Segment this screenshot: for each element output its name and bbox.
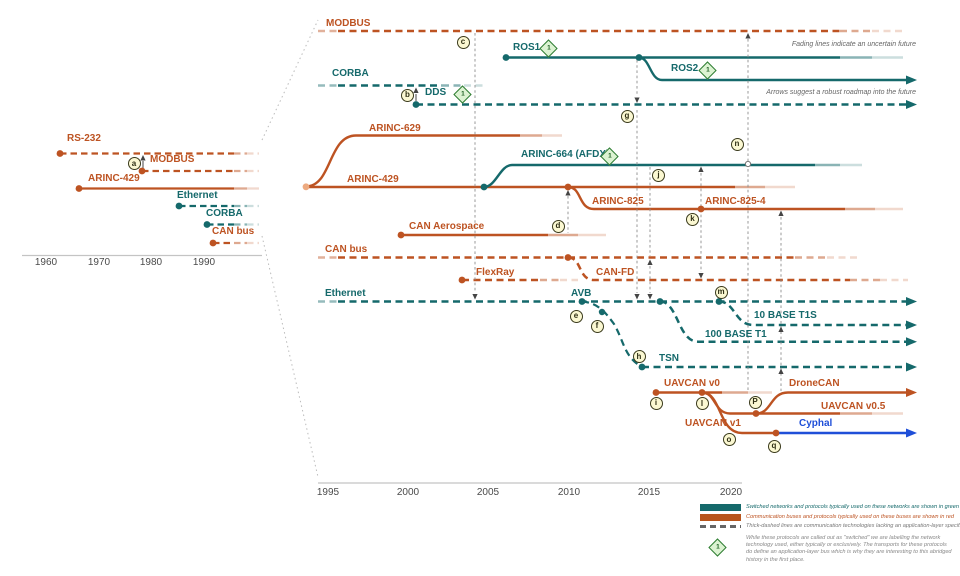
connector-lines [474, 33, 782, 391]
label-modbus: MODBUS [326, 18, 371, 29]
bus-solid-lines [305, 134, 906, 435]
legend-text-red: Communication buses and protocols typica… [746, 514, 955, 520]
left-axis-tick-1990: 1990 [192, 257, 216, 268]
label-arinc825: ARINC-825 [592, 196, 644, 207]
switched-solid-lines [483, 56, 906, 189]
connector-arrowheads [140, 33, 784, 374]
label-ethernet-small: Ethernet [177, 190, 218, 201]
label-corba: CORBA [332, 68, 369, 79]
main-axis-tick-2010: 2010 [557, 487, 581, 498]
label-dds: DDS [425, 87, 447, 98]
label-10base-t1s: 10 BASE T1S [754, 310, 817, 321]
marker-g: g [620, 109, 634, 123]
switched-dashed-lines [318, 84, 906, 369]
marker-h: h [632, 350, 646, 363]
footnote-number: 1 [460, 89, 464, 97]
label-modbus-small: MODBUS [150, 154, 195, 165]
label-canbus-small: CAN bus [212, 226, 255, 237]
marker-l: l [695, 397, 709, 410]
label-uavcan-v05: UAVCAN v0.5 [821, 401, 886, 412]
label-arinc664: ARINC-664 (AFDX) [521, 149, 610, 160]
marker-o: o [722, 433, 736, 446]
marker-p: P [748, 395, 762, 409]
label-ethernet: Ethernet [325, 288, 366, 299]
note-fading-lines: Fading lines indicate an uncertain futur… [791, 41, 916, 48]
left-axis-tick-1970: 1970 [87, 257, 111, 268]
label-tsn: TSN [659, 353, 679, 364]
footnote-number: 1 [715, 543, 720, 551]
marker-d: d [551, 219, 565, 233]
label-dronecan: DroneCAN [789, 378, 840, 389]
label-corba-small: CORBA [206, 208, 243, 219]
open-node-dot [744, 160, 752, 168]
label-cyphal: Cyphal [799, 418, 833, 429]
label-uavcan-v0: UAVCAN v0 [664, 378, 720, 389]
note-roadmap-arrows: Arrows suggest a robust roadmap into the… [766, 89, 916, 96]
label-arinc429: ARINC-429 [347, 174, 399, 185]
marker-n: n [730, 137, 744, 151]
marker-f: f [590, 319, 604, 333]
main-axis-tick-2005: 2005 [476, 487, 500, 498]
main-axis-tick-2015: 2015 [637, 487, 661, 498]
marker-m: m [714, 285, 728, 299]
footnote-number: 1 [705, 65, 710, 73]
legend-swatch-dashed [700, 525, 741, 528]
footnote-number: 1 [607, 151, 612, 159]
marker-b: b [401, 88, 414, 102]
short-connector-arrows [142, 94, 417, 168]
bus-dashed-lines [318, 29, 908, 282]
legend-text-green: Switched networks and protocols typicall… [746, 504, 959, 510]
label-canfd: CAN-FD [596, 267, 635, 278]
left-axis-tick-1960: 1960 [34, 257, 58, 268]
main-axis-tick-2000: 2000 [396, 487, 420, 498]
label-arinc825-4: ARINC-825-4 [705, 196, 766, 207]
label-avb: AVB [571, 288, 592, 299]
marker-k: k [686, 212, 699, 226]
main-axis-tick-2020: 2020 [719, 487, 743, 498]
label-flexray: FlexRay [476, 267, 515, 278]
main-axis-tick-1995: 1995 [316, 487, 340, 498]
footnote-number: 1 [546, 44, 551, 52]
marker-c: c [456, 35, 470, 49]
legend-swatch-red [700, 514, 741, 521]
legend-footnote-text: While these protocols are called out as … [746, 535, 952, 563]
label-arinc629: ARINC-629 [369, 123, 421, 134]
label-ros1: ROS1 [513, 42, 541, 53]
branch-dots [56, 54, 780, 437]
axis-lines [22, 254, 742, 484]
label-arinc429-small: ARINC-429 [88, 173, 140, 184]
marker-j: j [652, 168, 665, 182]
legend-swatch-green [700, 504, 741, 511]
left-panel-lines [60, 152, 259, 245]
faded-origin-dot [302, 183, 310, 191]
marker-e: e [569, 309, 583, 323]
marker-i: i [649, 396, 663, 410]
label-uavcan-v1: UAVCAN v1 [685, 418, 741, 429]
marker-q: q [767, 439, 781, 453]
label-can-aerospace: CAN Aerospace [409, 221, 485, 232]
label-rs232: RS-232 [67, 133, 101, 144]
left-axis-tick-1980: 1980 [139, 257, 163, 268]
panel-zoom-guides [261, 19, 319, 478]
legend-text-dashed: Thick-dashed lines are communication tec… [746, 523, 960, 529]
label-100base-t1: 100 BASE T1 [705, 329, 767, 340]
label-ros2: ROS2 [671, 63, 699, 74]
roadmap-arrowheads [906, 75, 917, 438]
marker-a: a [127, 157, 141, 170]
label-canbus: CAN bus [325, 244, 368, 255]
